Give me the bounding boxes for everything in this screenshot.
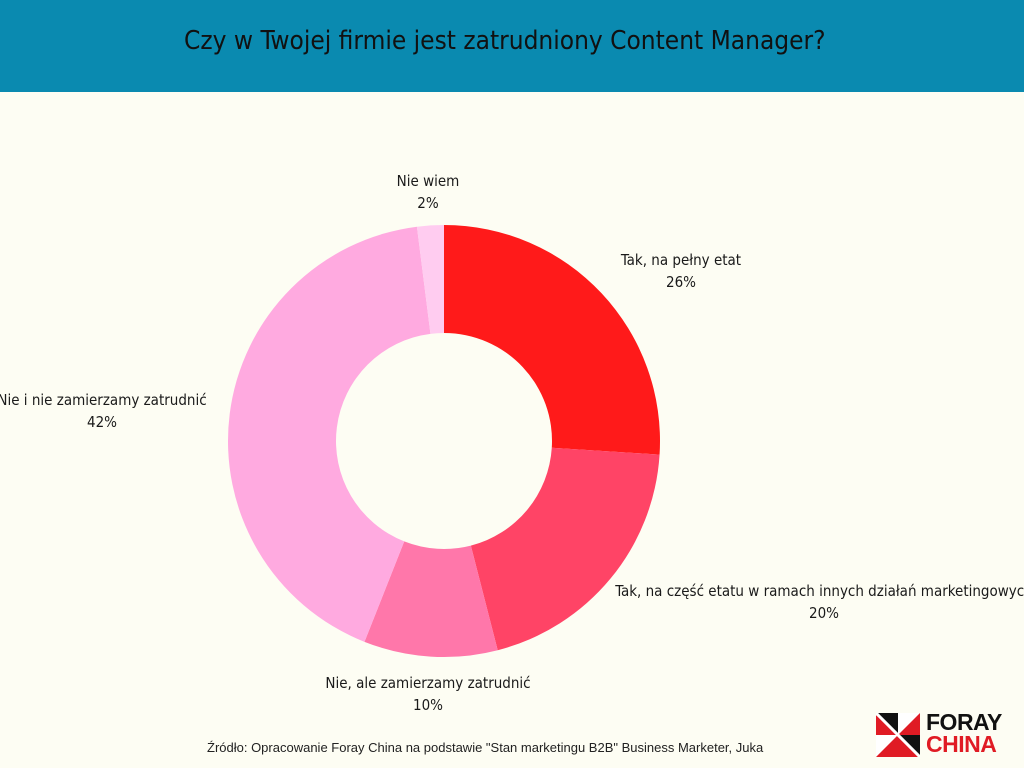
slice-label: Tak, na pełny etat xyxy=(620,251,741,269)
slice-labels: Tak, na pełny etat 26% Tak, na część etatu… xyxy=(0,172,1024,714)
slice-value-label: 20% xyxy=(809,604,839,622)
logo-wordmark: FORAY CHINA xyxy=(926,709,1002,757)
donut-slice xyxy=(470,447,660,651)
header-bar: Czy w Twojej firmie jest zatrudniony Con… xyxy=(0,0,1024,92)
donut-slices xyxy=(227,225,661,657)
slice-value-label: 26% xyxy=(666,273,696,291)
logo-line-1: FORAY xyxy=(926,709,1002,735)
slice-value-label: 42% xyxy=(87,413,117,431)
foray-china-logo: FORAY CHINA xyxy=(874,711,1004,759)
donut-slice xyxy=(444,225,661,455)
logo-line-2: CHINA xyxy=(926,731,997,757)
slice-label: Nie i nie zamierzamy zatrudnić xyxy=(0,391,207,409)
donut-slice xyxy=(227,226,431,642)
foray-china-logo-icon xyxy=(876,713,920,757)
slice-label: Tak, na część etatu w ramach innych dzia… xyxy=(614,582,1024,600)
slice-value-label: 2% xyxy=(417,194,439,212)
source-note: Źródło: Opracowanie Foray China na podst… xyxy=(207,740,764,755)
chart-title: Czy w Twojej firmie jest zatrudniony Con… xyxy=(184,26,826,56)
slice-label: Nie wiem xyxy=(397,172,460,190)
donut-slice xyxy=(416,225,444,334)
slice-value-label: 10% xyxy=(413,696,443,714)
slice-label: Nie, ale zamierzamy zatrudnić xyxy=(325,674,530,692)
donut-slice xyxy=(364,541,498,657)
